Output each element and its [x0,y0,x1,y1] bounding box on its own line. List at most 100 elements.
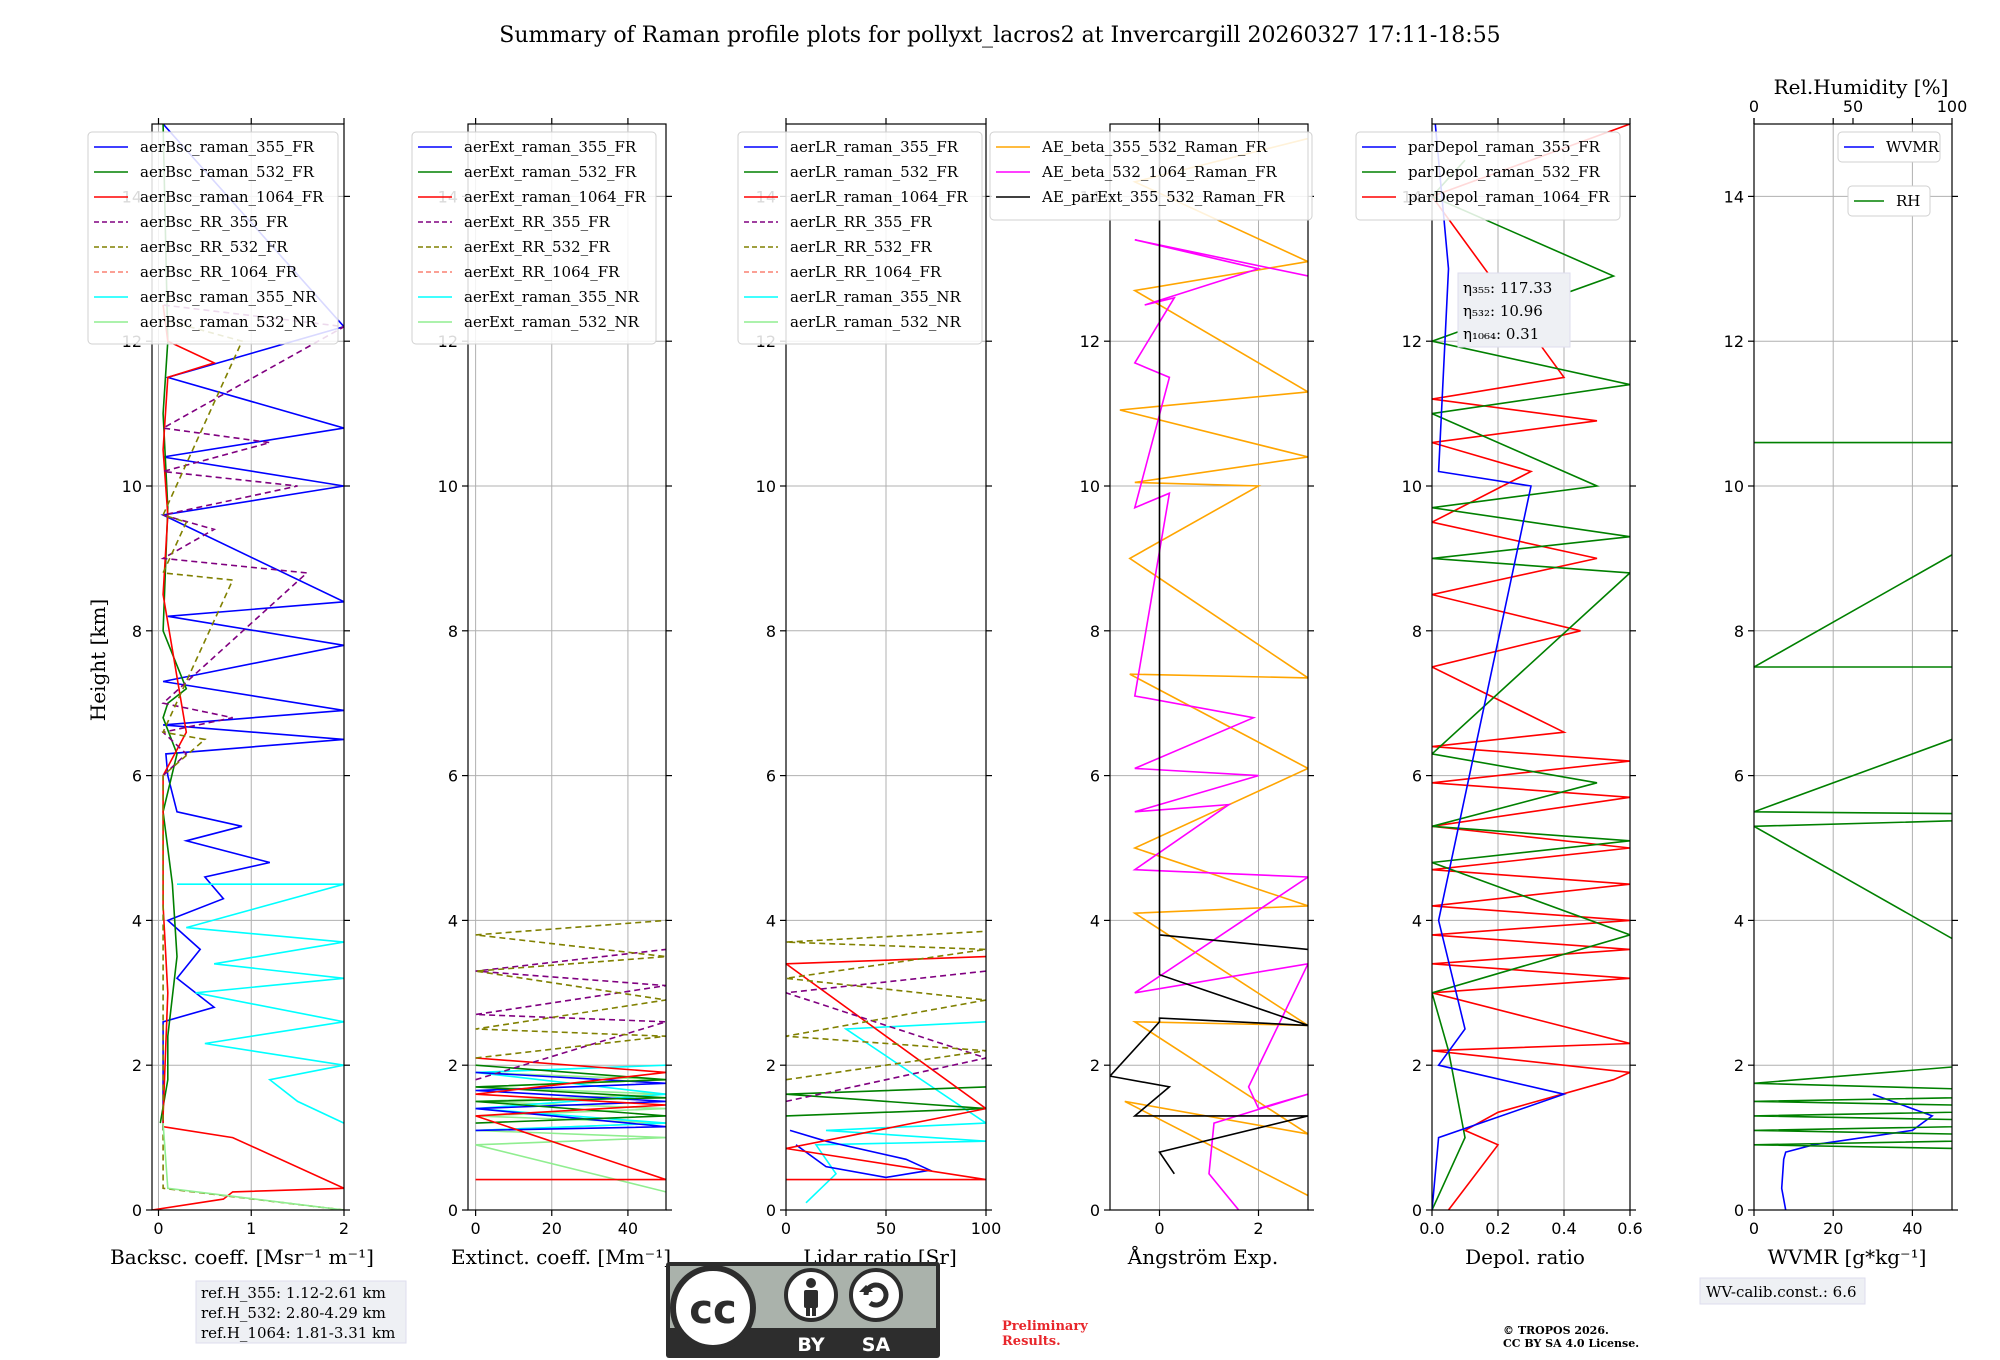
axes-frame [467,123,667,1211]
legend-label: aerExt_raman_1064_FR [464,188,646,206]
panel-extinction: 0204002468101214Extinct. coeff. [Mm⁻¹]ae… [411,118,672,1269]
legend-label: aerExt_raman_355_FR [464,138,637,156]
series-aerLR_raman_355_FR [789,1129,933,1179]
legend-label: RH [1896,192,1920,210]
legend: aerExt_raman_355_FR aerExt_raman_532_FRae… [411,131,657,345]
y-tick-label: 6 [1412,767,1422,786]
legend-label: aerBsc_RR_1064_FR [140,263,298,281]
legend-label: aerBsc_RR_355_FR [140,213,288,231]
x-axis-label: Depol. ratio [1465,1245,1585,1269]
y-tick-label: 10 [1402,477,1422,496]
y-tick-label: 0 [1412,1201,1422,1220]
x-tick-label: 2 [339,1219,349,1238]
y-tick-label: 6 [132,767,142,786]
sa-sharealike-icon [849,1268,903,1322]
y-tick-label: 12 [1724,332,1744,351]
axes-frame [1109,123,1309,1211]
x-top-tick-label: 100 [1937,97,1968,116]
x-tick-label: 1 [246,1219,256,1238]
legend-label: aerLR_RR_1064_FR [790,263,942,281]
wv-calib-box: WV-calib.const.: 6.6 [1699,1277,1866,1305]
panel-lidar_ratio: 05010002468101214Lidar ratio [Sr]aerLR_r… [737,118,1002,1269]
legend: aerLR_raman_355_FR aerLR_raman_532_FR aerL… [737,131,983,345]
y-tick-label: 2 [1734,1056,1744,1075]
legend-label: AE_parExt_355_532_Raman_FR [1041,188,1286,206]
wv-calib-const: WV-calib.const.: 6.6 [1706,1283,1857,1301]
x-axis-label: Extinct. coeff. [Mm⁻¹] [451,1245,671,1269]
y-tick-label: 4 [132,911,142,930]
y-tick-label: 8 [1090,622,1100,641]
legend-label: aerLR_RR_355_FR [790,213,932,231]
legend-label: aerExt_raman_355_NR [464,288,640,306]
y-tick-label: 2 [132,1056,142,1075]
legend-label: aerBsc_raman_355_FR [140,138,315,156]
legend-label: aerExt_RR_532_FR [464,238,611,256]
y-tick-label: 4 [1412,911,1422,930]
x-axis-label: Ångström Exp. [1127,1244,1278,1269]
x-tick-label: 100 [971,1219,1002,1238]
series-AE_beta_355_532_Raman_FR [1119,137,1308,1197]
series-aerBsc_RR_532_FR [161,318,344,1210]
x-tick-label: 2 [1253,1219,1263,1238]
series-aerLR_raman_355_NR [805,1021,986,1204]
x-tick-label: 40 [618,1219,638,1238]
x-tick-label: 0.4 [1551,1219,1576,1238]
y-tick-label: 10 [438,477,458,496]
legend-label: aerLR_raman_355_FR [790,138,959,156]
ref-heights-box: ref.H_355: 1.12-2.61 km ref.H_532: 2.80-… [195,1280,407,1344]
x-tick-label: 0.0 [1419,1219,1444,1238]
eta-box: η₃₅₅: 117.33 η₅₃₂: 10.96 η₁₀₆₄: 0.31 [1457,272,1571,348]
legend-label: aerBsc_raman_355_NR [140,288,317,306]
y-tick-label: 4 [448,911,458,930]
legend-label: aerLR_raman_532_NR [790,313,961,331]
x-axis-label: Backsc. coeff. [Msr⁻¹ m⁻¹] [110,1245,374,1269]
legend-label: aerBsc_raman_1064_FR [140,188,324,206]
x-tick-label: 20 [542,1219,562,1238]
legend-label: WVMR [1886,138,1940,156]
y-tick-label: 4 [1090,911,1100,930]
legend-label: aerLR_raman_532_FR [790,163,959,181]
y-axis-label: Height [km] [86,599,110,721]
x-axis-label: WVMR [g*kg⁻¹] [1768,1245,1927,1269]
x-tick-label: 0 [1154,1219,1164,1238]
preliminary-line-1: Preliminary [1002,1319,1088,1334]
series-AE_beta_532_1064_Raman_FR [1132,239,1308,1210]
x-tick-label: 40 [1902,1219,1922,1238]
copyright-line-2: CC BY SA 4.0 License. [1503,1337,1639,1350]
series-aerLR_raman_532_FR [786,1086,986,1117]
y-tick-label: 14 [1724,187,1744,206]
y-tick-label: 4 [1734,911,1744,930]
series-aerBsc_raman_355_FR [160,124,344,1131]
series-aerBsc_raman_355_NR [177,883,344,1124]
panel-backscatter: 01202468101214Backsc. coeff. [Msr⁻¹ m⁻¹]… [87,118,374,1269]
figure-title: Summary of Raman profile plots for polly… [499,23,1500,48]
y-tick-label: 2 [766,1056,776,1075]
y-tick-label: 0 [1090,1201,1100,1220]
legend: AE_beta_355_532_Raman_FR AE_beta_532_1064… [989,131,1313,221]
y-tick-label: 0 [132,1201,142,1220]
x-tick-label: 50 [876,1219,896,1238]
series-aerLR_RR_355_FR [786,970,986,1103]
y-tick-label: 2 [1090,1056,1100,1075]
y-tick-label: 6 [1734,767,1744,786]
legend-label: aerExt_raman_532_FR [464,163,637,181]
y-tick-label: 8 [766,622,776,641]
legend-label: aerLR_raman_1064_FR [790,188,968,206]
y-tick-label: 10 [122,477,142,496]
x-top-tick-label: 50 [1843,97,1863,116]
y-tick-label: 12 [1080,332,1100,351]
ref-height-1064: ref.H_1064: 1.81-3.31 km [201,1324,395,1342]
x-tick-label: 0 [471,1219,481,1238]
legend-label: aerExt_RR_1064_FR [464,263,620,281]
series-WVMR [1780,1093,1934,1210]
series-parDepol_raman_532_FR [1432,159,1630,1210]
cc-by-sa-license-badge: cc BY SA [666,1262,940,1358]
y-tick-label: 2 [448,1056,458,1075]
series-aerBsc_raman_532_FR [159,124,188,1124]
x-tick-label: 0 [153,1219,163,1238]
y-tick-label: 12 [1402,332,1422,351]
x-tick-label: 20 [1823,1219,1843,1238]
ref-height-355: ref.H_355: 1.12-2.61 km [201,1284,386,1302]
legend: WVMR [1837,131,1941,163]
